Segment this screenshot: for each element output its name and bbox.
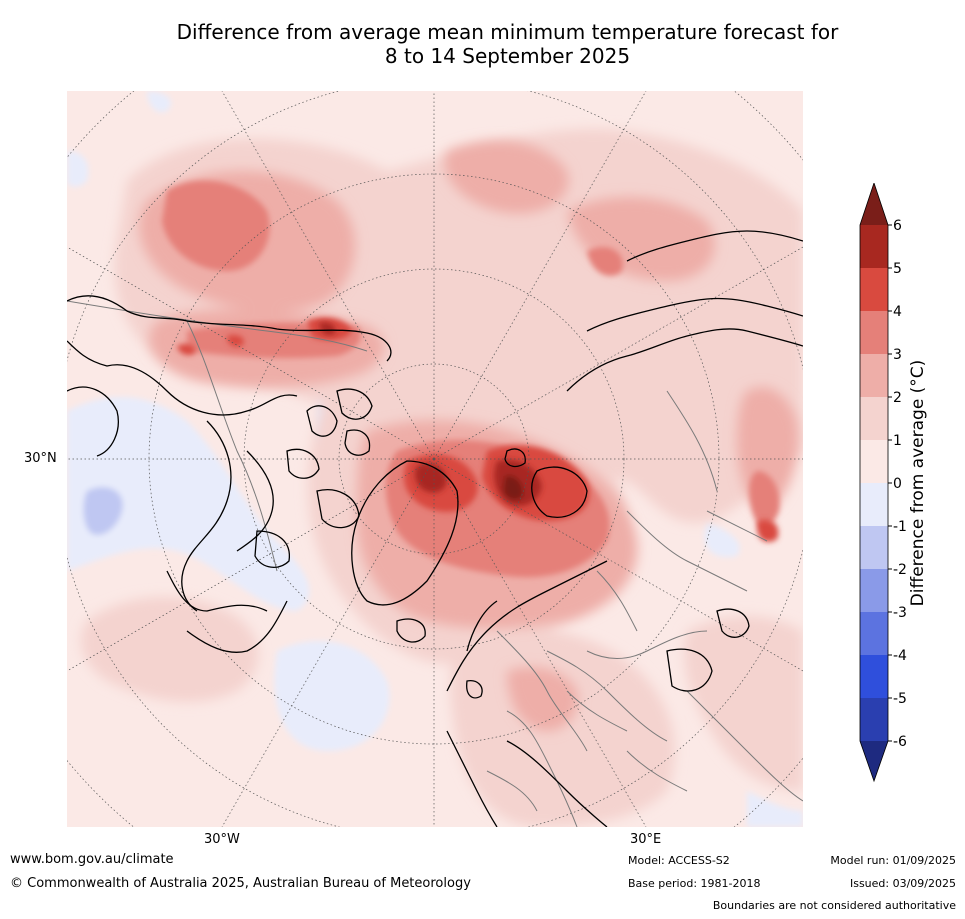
colorbar-tick-label: 4 (893, 304, 902, 320)
colorbar-bin (860, 354, 888, 397)
colorbar-bin (860, 311, 888, 354)
lat-label-30n: 30°N (24, 451, 57, 466)
footer-issued: Issued: 03/09/2025 (849, 877, 956, 890)
coastlines (67, 230, 803, 827)
colorbar-bin (860, 225, 888, 268)
colorbar-tick-label: 0 (893, 476, 902, 492)
colorbar-tick-label: -6 (893, 734, 907, 750)
map-title: Difference from average mean minimum tem… (0, 20, 965, 68)
colorbar-tick-label: 5 (893, 261, 902, 277)
colorbar-bin (860, 612, 888, 655)
title-line-2: 8 to 14 September 2025 (384, 44, 631, 68)
country-boundaries (67, 300, 803, 827)
colorbar-tick-labels: 6 5 4 3 2 1 0 -1 -2 -3 -4 -5 -6 (893, 218, 907, 750)
anomaly-5-plus (319, 322, 542, 507)
map-svg (67, 91, 803, 827)
colorbar-tick-label: -2 (893, 562, 907, 578)
lon-label-30w: 30°W (204, 832, 240, 847)
colorbar-tick-label: 1 (893, 433, 902, 449)
colorbar-bin (860, 440, 888, 483)
colorbar: 6 5 4 3 2 1 0 -1 -2 -3 -4 -5 -6 (858, 181, 948, 783)
footer-base-period: Base period: 1981-2018 (628, 877, 761, 890)
colorbar-bin (860, 569, 888, 612)
forecast-map (67, 91, 803, 827)
colorbar-tick-label: -1 (893, 519, 907, 535)
colorbar-ticks (888, 224, 892, 742)
colorbar-bin (860, 483, 888, 526)
title-line-1: Difference from average mean minimum tem… (176, 20, 839, 44)
colorbar-label: Difference from average (°C) (908, 359, 928, 607)
colorbar-bin (860, 698, 888, 741)
footer-website: www.bom.gov.au/climate (10, 852, 174, 867)
colorbar-bin (860, 268, 888, 311)
colorbar-svg: 6 5 4 3 2 1 0 -1 -2 -3 -4 -5 -6 (859, 181, 907, 783)
colorbar-tick-label: 3 (893, 347, 902, 363)
colorbar-extend-bottom (860, 741, 888, 781)
footer-copyright: © Commonwealth of Australia 2025, Austra… (10, 876, 471, 891)
colorbar-tick-label: -5 (893, 691, 907, 707)
colorbar-bin (860, 397, 888, 440)
colorbar-tick-label: 6 (893, 218, 902, 234)
colorbar-tick-label: -4 (893, 648, 907, 664)
footer-model: Model: ACCESS-S2 (628, 854, 730, 867)
footer-model-run: Model run: 01/09/2025 (830, 854, 956, 867)
longitude-lines (67, 91, 803, 827)
colorbar-tick-label: -3 (893, 605, 907, 621)
lon-label-30e: 30°E (630, 832, 662, 847)
colorbar-bin (860, 526, 888, 569)
footer-disclaimer: Boundaries are not considered authoritat… (712, 899, 956, 912)
colorbar-tick-label: 2 (893, 390, 902, 406)
colorbar-extend-top (860, 183, 888, 225)
colorbar-bin (860, 655, 888, 698)
